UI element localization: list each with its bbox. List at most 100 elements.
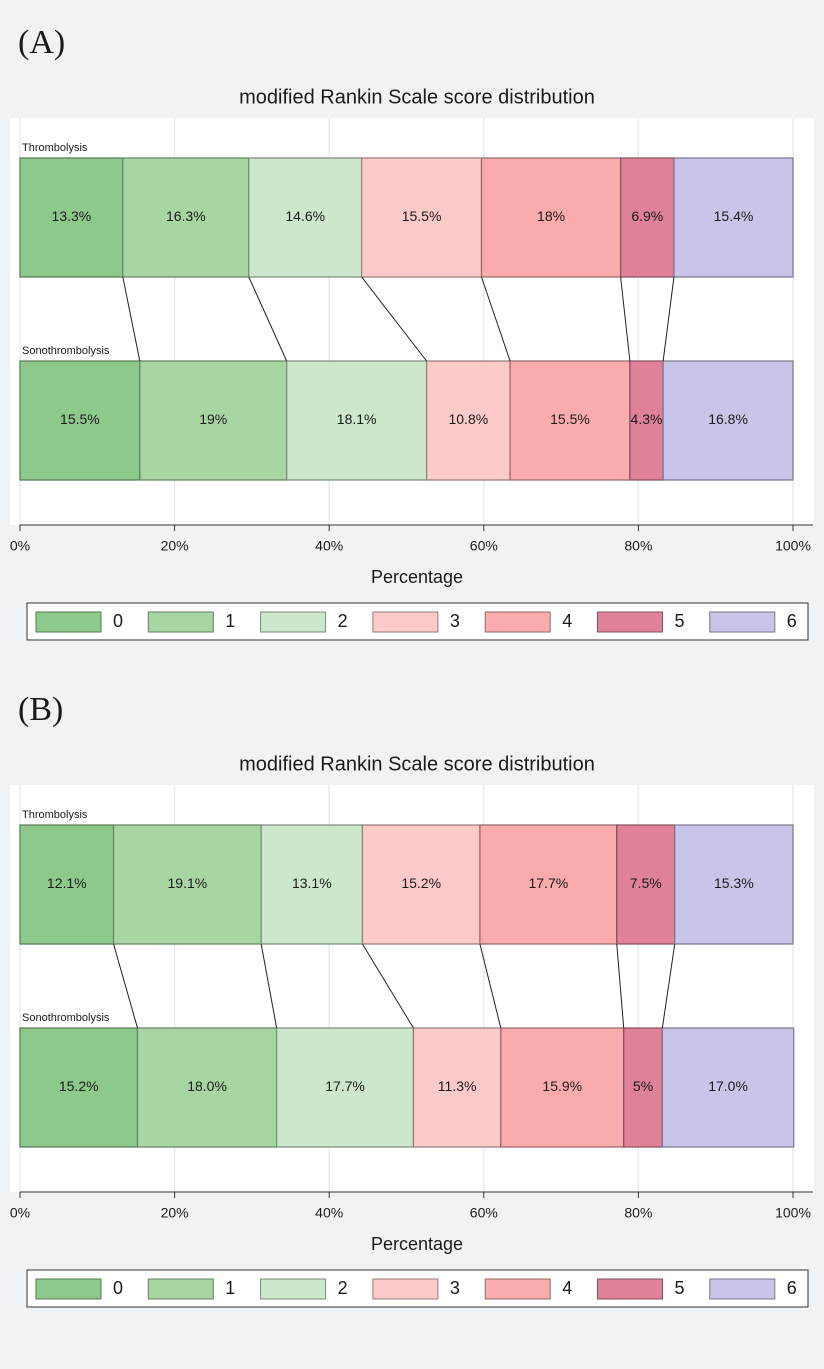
value-label: 15.5% [550, 411, 590, 427]
panel-label: (A) [18, 24, 65, 61]
value-label: 18% [537, 208, 565, 224]
value-label: 14.6% [285, 208, 325, 224]
legend-swatch [147, 611, 214, 633]
legend-label: 5 [675, 1278, 685, 1298]
value-label: 12.1% [47, 875, 87, 891]
x-tick-label: 40% [315, 538, 343, 554]
value-label: 15.4% [714, 208, 754, 224]
legend-swatch [35, 1278, 102, 1300]
value-label: 15.2% [401, 875, 441, 891]
value-label: 4.3% [631, 411, 663, 427]
category-label: Sonothrombolysis [22, 345, 110, 357]
legend-label: 0 [113, 611, 123, 631]
connector [481, 276, 511, 362]
legend-swatch [35, 611, 102, 633]
value-label: 13.1% [292, 875, 332, 891]
legend-swatch [260, 611, 327, 633]
legend-label: 0 [113, 1278, 123, 1298]
x-tick-label: 20% [161, 538, 189, 554]
bar-segment [260, 824, 364, 945]
bar-segment [673, 157, 794, 278]
bar-segment [620, 157, 675, 278]
chart-title: modified Rankin Scale score distribution [239, 753, 595, 775]
bar-segment [122, 157, 250, 278]
x-tick-label: 60% [470, 538, 498, 554]
bar-segment [136, 1027, 278, 1148]
connector [361, 276, 427, 362]
connector [362, 943, 414, 1029]
value-label: 18.1% [337, 411, 377, 427]
connector [616, 943, 625, 1029]
value-label: 16.3% [166, 208, 206, 224]
bar-segment [361, 157, 483, 278]
x-tick-label: 0% [10, 1205, 30, 1221]
bar-segment [500, 1027, 625, 1148]
legend-label: 2 [338, 1278, 348, 1298]
value-label: 18.0% [187, 1078, 227, 1094]
connector [260, 943, 278, 1029]
legend-label: 1 [225, 611, 235, 631]
x-tick-label: 20% [161, 1205, 189, 1221]
value-label: 15.2% [59, 1078, 99, 1094]
x-tick-label: 60% [470, 1205, 498, 1221]
connector [122, 276, 141, 362]
panel-label: (B) [18, 691, 63, 728]
bar-segment [480, 157, 622, 278]
legend-swatch [260, 1278, 327, 1300]
value-label: 11.3% [438, 1078, 477, 1094]
value-label: 15.3% [714, 875, 754, 891]
legend-swatch [484, 1278, 551, 1300]
bar-segment [479, 824, 618, 945]
legend-swatch [597, 1278, 663, 1300]
legend-label: 3 [450, 611, 460, 631]
bar-segment [616, 824, 676, 945]
legend-label: 4 [562, 1278, 572, 1298]
x-axis-label: Percentage [371, 1234, 463, 1254]
value-label: 17.0% [708, 1078, 748, 1094]
value-label: 19.1% [168, 875, 208, 891]
legend-swatch [147, 1278, 214, 1300]
x-tick-label: 100% [775, 538, 811, 554]
legend-swatch [709, 1278, 776, 1300]
connector [662, 276, 675, 362]
legend-label: 6 [787, 1278, 797, 1298]
legend-swatch [372, 611, 439, 633]
legend-label: 6 [787, 611, 797, 631]
x-tick-label: 40% [315, 1205, 343, 1221]
x-tick-label: 80% [624, 538, 652, 554]
bar-segment [412, 1027, 502, 1148]
connector [620, 276, 631, 362]
x-tick-label: 80% [624, 1205, 652, 1221]
legend-label: 3 [450, 1278, 460, 1298]
value-label: 19% [199, 411, 227, 427]
bar-segment [139, 360, 288, 481]
connector [661, 943, 676, 1029]
bar-segment [662, 360, 794, 481]
value-label: 17.7% [528, 875, 568, 891]
value-label: 17.7% [325, 1078, 365, 1094]
bar-segment [248, 157, 363, 278]
category-label: Thrombolysis [22, 809, 88, 821]
value-label: 7.5% [630, 875, 662, 891]
x-tick-label: 0% [10, 538, 30, 554]
legend-label: 4 [562, 611, 572, 631]
value-label: 16.8% [708, 411, 748, 427]
bar-segment [361, 824, 481, 945]
value-label: 13.3% [52, 208, 92, 224]
value-label: 10.8% [448, 411, 488, 427]
legend-swatch [709, 611, 776, 633]
legend-swatch [597, 611, 663, 633]
category-label: Sonothrombolysis [22, 1012, 110, 1024]
bar-segment [19, 1027, 139, 1148]
value-label: 5% [633, 1078, 653, 1094]
value-label: 15.9% [542, 1078, 582, 1094]
connector [113, 943, 138, 1029]
x-tick-label: 100% [775, 1205, 811, 1221]
connector [248, 276, 288, 362]
legend-label: 1 [225, 1278, 235, 1298]
chart-title: modified Rankin Scale score distribution [239, 86, 595, 108]
bar-segment [425, 360, 511, 481]
bar-segment [19, 157, 124, 278]
